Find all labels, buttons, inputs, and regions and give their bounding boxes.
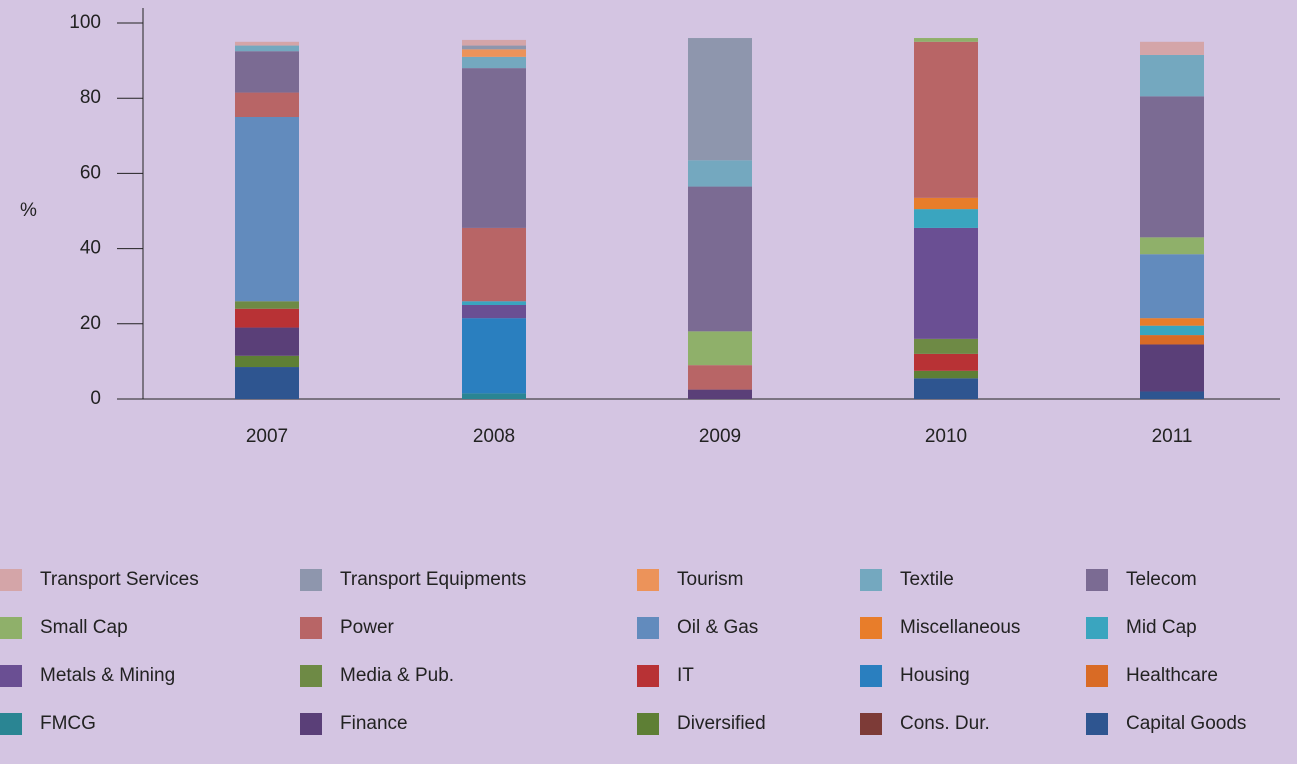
legend-swatch xyxy=(860,569,882,591)
bar-segment xyxy=(462,227,526,302)
bar-segment xyxy=(1140,391,1204,399)
legend-label: Transport Equipments xyxy=(340,569,526,590)
bar-segment xyxy=(1140,54,1204,97)
bar-segment xyxy=(688,186,752,332)
bar-segment xyxy=(914,41,978,198)
bar-segment xyxy=(914,378,978,399)
bar-segment xyxy=(1140,237,1204,255)
legend-label: Small Cap xyxy=(40,617,128,638)
bar-segment xyxy=(462,318,526,394)
legend-label: Diversified xyxy=(677,713,766,734)
x-tick-label: 2007 xyxy=(246,426,288,447)
bar-segment xyxy=(462,49,526,57)
bar-segment xyxy=(914,370,978,379)
legend-label: Tourism xyxy=(677,569,744,590)
legend-label: FMCG xyxy=(40,713,96,734)
bar-segment xyxy=(914,38,978,42)
legend-label: Finance xyxy=(340,713,408,734)
legend-label: Housing xyxy=(900,665,970,686)
legend-label: Media & Pub. xyxy=(340,665,454,686)
y-axis-label: % xyxy=(20,200,37,221)
legend-label: Healthcare xyxy=(1126,665,1218,686)
legend-swatch xyxy=(860,713,882,735)
y-tick-label: 0 xyxy=(90,388,101,409)
legend-swatch xyxy=(300,569,322,591)
bar-segment xyxy=(235,51,299,93)
y-tick-label: 40 xyxy=(80,238,101,259)
bar-segment xyxy=(235,301,299,309)
bar-segment xyxy=(235,41,299,46)
bar-segment xyxy=(688,331,752,366)
legend-swatch xyxy=(637,713,659,735)
y-tick-label: 20 xyxy=(80,313,101,334)
bar-segment xyxy=(914,353,978,371)
x-tick-label: 2011 xyxy=(1152,426,1193,447)
legend-swatch xyxy=(300,713,322,735)
bar-segment xyxy=(914,338,978,354)
y-tick-label: 60 xyxy=(80,162,101,183)
bar-segment xyxy=(235,92,299,117)
legend-swatch xyxy=(0,665,22,687)
bar-segment xyxy=(462,45,526,50)
x-tick-label: 2010 xyxy=(925,426,967,447)
bar-segment xyxy=(462,56,526,69)
legend-swatch xyxy=(860,617,882,639)
legend-swatch xyxy=(860,665,882,687)
bar-segment xyxy=(1140,318,1204,326)
bar-segment xyxy=(462,305,526,319)
legend-swatch xyxy=(0,569,22,591)
legend-swatch xyxy=(637,665,659,687)
bar-segment xyxy=(688,38,752,161)
y-tick-label: 80 xyxy=(80,87,101,108)
bar-segment xyxy=(1140,344,1204,392)
legend-label: Textile xyxy=(900,569,954,590)
legend-label: Oil & Gas xyxy=(677,617,758,638)
legend-swatch xyxy=(300,665,322,687)
legend-label: Power xyxy=(340,617,395,638)
bar-segment xyxy=(235,308,299,328)
legend-swatch xyxy=(1086,665,1108,687)
legend-swatch xyxy=(300,617,322,639)
bar-segment xyxy=(462,68,526,228)
legend-swatch xyxy=(1086,617,1108,639)
bar-segment xyxy=(1140,335,1204,345)
bar-segment xyxy=(914,197,978,210)
bar-segment xyxy=(1140,325,1204,336)
legend-swatch xyxy=(0,617,22,639)
bar-segment xyxy=(688,160,752,187)
legend-swatch xyxy=(637,617,659,639)
bar-segment xyxy=(235,367,299,399)
bar-segment xyxy=(688,365,752,390)
bar-segment xyxy=(1140,254,1204,319)
legend-label: IT xyxy=(677,665,694,686)
bar-segment xyxy=(235,45,299,52)
x-tick-label: 2009 xyxy=(699,426,741,447)
bar-segment xyxy=(462,39,526,46)
legend-swatch xyxy=(1086,569,1108,591)
bar-segment xyxy=(1140,41,1204,55)
legend-swatch xyxy=(637,569,659,591)
bar-segment xyxy=(914,227,978,339)
bar-segment xyxy=(462,393,526,399)
bar-segment xyxy=(914,209,978,228)
bar-segment xyxy=(688,389,752,399)
legend-label: Telecom xyxy=(1126,569,1197,590)
bar-segment xyxy=(235,117,299,302)
bar-segment xyxy=(1140,96,1204,238)
legend-label: Metals & Mining xyxy=(40,665,175,686)
legend-label: Capital Goods xyxy=(1126,713,1246,734)
legend-swatch xyxy=(0,713,22,735)
legend-label: Transport Services xyxy=(40,569,199,590)
legend-label: Mid Cap xyxy=(1126,617,1197,638)
y-tick-label: 100 xyxy=(69,12,101,33)
bar-segment xyxy=(235,327,299,356)
legend-swatch xyxy=(1086,713,1108,735)
bar-segment xyxy=(462,301,526,305)
x-tick-label: 2008 xyxy=(473,426,515,447)
legend-label: Cons. Dur. xyxy=(900,713,990,734)
legend-label: Miscellaneous xyxy=(900,617,1020,638)
bar-segment xyxy=(235,355,299,368)
